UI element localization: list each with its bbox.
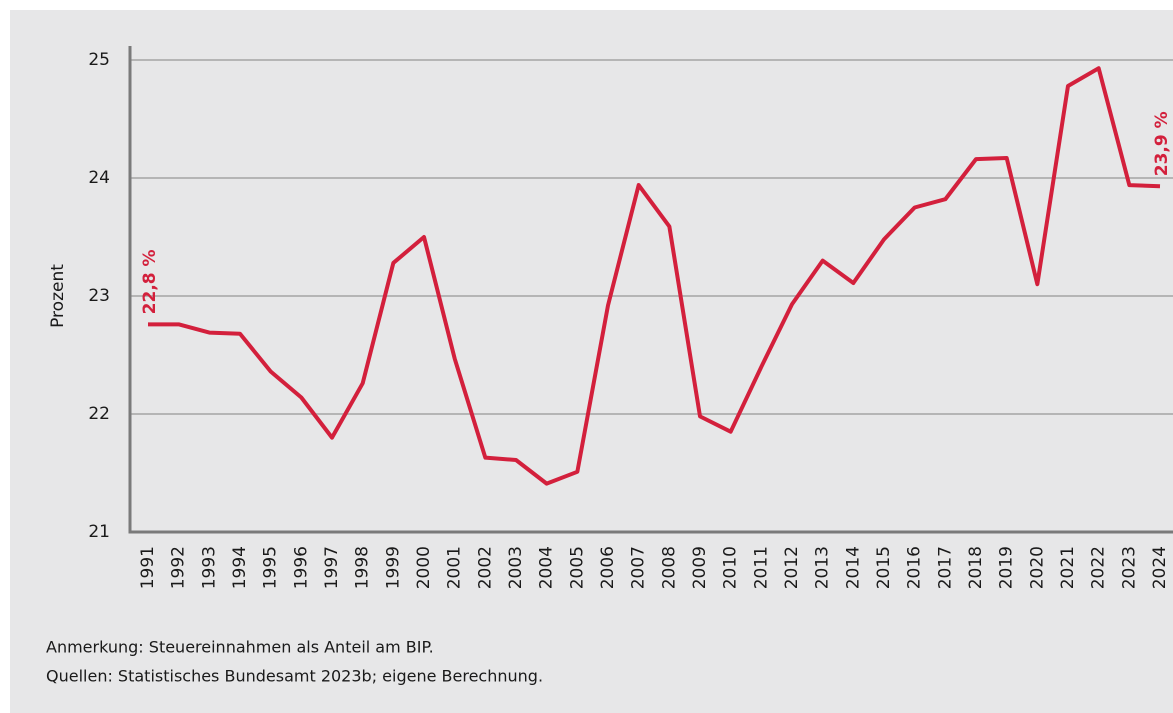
x-tick-label: 2005 xyxy=(567,546,587,589)
x-tick-label: 1998 xyxy=(353,546,373,589)
x-tick-label: 2008 xyxy=(659,546,679,589)
x-tick-label: 2010 xyxy=(721,546,741,589)
x-tick-label: 1994 xyxy=(230,546,250,589)
x-tick-label: 2002 xyxy=(475,546,495,589)
x-tick-label: 2015 xyxy=(874,546,894,589)
x-tick-label: 1993 xyxy=(199,546,219,589)
y-tick-label: 22 xyxy=(88,404,110,424)
x-tick-label: 2001 xyxy=(445,546,465,589)
x-tick-label: 2016 xyxy=(905,546,925,589)
x-tick-label: 2009 xyxy=(690,546,710,589)
x-tick-label: 1992 xyxy=(169,546,189,589)
y-tick-label: 25 xyxy=(88,50,110,70)
x-tick-label: 2018 xyxy=(966,546,986,589)
note: Quellen: Statistisches Bundesamt 2023b; … xyxy=(46,667,543,686)
x-tick-label: 2006 xyxy=(598,546,618,589)
x-tick-label: 2020 xyxy=(1027,546,1047,589)
note: Anmerkung: Steuereinnahmen als Anteil am… xyxy=(46,638,434,657)
y-tick-label: 24 xyxy=(88,168,110,188)
x-tick-label: 1991 xyxy=(138,546,158,589)
x-tick-label: 2023 xyxy=(1119,546,1139,589)
x-tick-label: 2013 xyxy=(813,546,833,589)
x-tick-label: 2019 xyxy=(997,546,1017,589)
x-tick-label: 2014 xyxy=(843,546,863,589)
x-tick-label: 2000 xyxy=(414,546,434,589)
x-tick-label: 2003 xyxy=(506,546,526,589)
y-axis-label: Prozent xyxy=(48,264,68,328)
x-tick-label: 1999 xyxy=(383,546,403,589)
panel xyxy=(10,10,1173,713)
x-tick-label: 2012 xyxy=(782,546,802,589)
x-tick-label: 2021 xyxy=(1058,546,1078,589)
data-label: 22,8 % xyxy=(140,249,160,314)
y-tick-label: 21 xyxy=(88,522,110,542)
y-tick-label: 23 xyxy=(88,286,110,306)
x-tick-label: 1995 xyxy=(261,546,281,589)
line xyxy=(148,66,1161,486)
x-tick-label: 1997 xyxy=(322,546,342,589)
x-tick-label: 2011 xyxy=(751,546,771,589)
x-tick-label: 2017 xyxy=(935,546,955,589)
data-label: 23,9 % xyxy=(1152,111,1172,176)
x-tick-label: 2022 xyxy=(1089,546,1109,589)
x-tick-label: 1996 xyxy=(291,546,311,589)
x-tick-label: 2007 xyxy=(629,546,649,589)
x-tick-label: 2004 xyxy=(537,546,557,589)
x-tick-label: 2024 xyxy=(1150,546,1170,589)
